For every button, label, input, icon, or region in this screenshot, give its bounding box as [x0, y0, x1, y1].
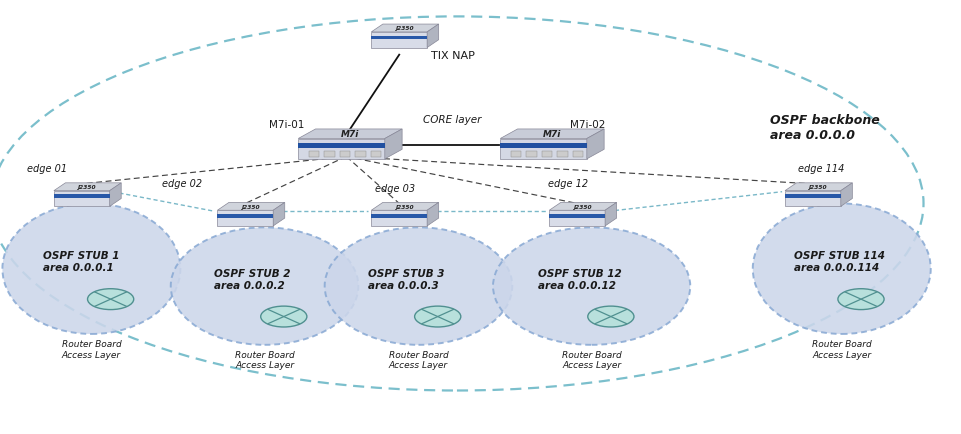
Polygon shape	[54, 191, 110, 207]
Polygon shape	[54, 195, 110, 198]
Polygon shape	[549, 214, 604, 218]
Text: Router Board
Access Layer: Router Board Access Layer	[811, 339, 871, 359]
Polygon shape	[586, 130, 604, 159]
Polygon shape	[371, 211, 427, 227]
Polygon shape	[549, 211, 604, 227]
Polygon shape	[273, 203, 284, 227]
Text: OSPF STUB 2
area 0.0.0.2: OSPF STUB 2 area 0.0.0.2	[213, 269, 290, 290]
Text: Router Board
Access Layer: Router Board Access Layer	[234, 350, 294, 369]
Bar	[339, 151, 350, 158]
Bar	[355, 151, 365, 158]
Polygon shape	[784, 195, 840, 198]
Circle shape	[87, 289, 134, 310]
Text: Router Board
Access Layer: Router Board Access Layer	[388, 350, 448, 369]
Polygon shape	[298, 130, 402, 139]
Text: J2350: J2350	[241, 204, 260, 209]
Polygon shape	[604, 203, 616, 227]
Polygon shape	[384, 130, 402, 159]
Text: edge 114: edge 114	[798, 164, 844, 174]
Polygon shape	[298, 139, 384, 159]
Polygon shape	[298, 144, 384, 149]
Text: edge 03: edge 03	[375, 183, 415, 193]
Text: J2350: J2350	[395, 204, 414, 209]
Circle shape	[587, 306, 633, 327]
Text: OSPF STUB 114
area 0.0.0.114: OSPF STUB 114 area 0.0.0.114	[793, 250, 884, 272]
Text: CORE layer: CORE layer	[423, 115, 480, 125]
Polygon shape	[371, 203, 438, 211]
Text: edge 02: edge 02	[161, 179, 202, 189]
Text: OSPF backbone
area 0.0.0.0: OSPF backbone area 0.0.0.0	[769, 114, 878, 142]
Text: edge 12: edge 12	[548, 179, 588, 189]
Polygon shape	[371, 33, 427, 49]
Polygon shape	[500, 139, 586, 159]
Bar	[371, 151, 381, 158]
Ellipse shape	[324, 228, 511, 345]
Polygon shape	[549, 203, 616, 211]
Text: Router Board
Access Layer: Router Board Access Layer	[561, 350, 621, 369]
Text: M7i: M7i	[340, 130, 359, 139]
Text: TIX NAP: TIX NAP	[431, 51, 475, 61]
Polygon shape	[217, 214, 273, 218]
Polygon shape	[217, 211, 273, 227]
Ellipse shape	[752, 204, 929, 334]
Text: OSPF STUB 1
area 0.0.0.1: OSPF STUB 1 area 0.0.0.1	[43, 250, 120, 272]
Text: OSPF STUB 12
area 0.0.0.12: OSPF STUB 12 area 0.0.0.12	[538, 269, 622, 290]
Ellipse shape	[171, 228, 358, 345]
Text: M7i-02: M7i-02	[570, 119, 605, 129]
Bar	[526, 151, 536, 158]
Text: J2350: J2350	[78, 185, 97, 190]
Bar	[308, 151, 319, 158]
Text: Router Board
Access Layer: Router Board Access Layer	[62, 339, 121, 359]
Polygon shape	[371, 25, 438, 33]
Polygon shape	[500, 130, 604, 139]
Polygon shape	[427, 203, 438, 227]
Ellipse shape	[3, 204, 180, 334]
Polygon shape	[371, 36, 427, 40]
Text: J2350: J2350	[573, 204, 592, 209]
Polygon shape	[371, 214, 427, 218]
Ellipse shape	[492, 228, 689, 345]
Polygon shape	[784, 184, 851, 191]
Text: edge 01: edge 01	[27, 164, 67, 174]
Polygon shape	[427, 25, 438, 49]
Bar	[541, 151, 552, 158]
Bar	[573, 151, 582, 158]
Text: OSPF STUB 3
area 0.0.0.3: OSPF STUB 3 area 0.0.0.3	[367, 269, 444, 290]
Text: J2350: J2350	[395, 26, 414, 31]
Circle shape	[414, 306, 460, 327]
Text: M7i: M7i	[542, 130, 561, 139]
Text: M7i-01: M7i-01	[269, 119, 305, 129]
Polygon shape	[500, 144, 586, 149]
Circle shape	[260, 306, 307, 327]
Polygon shape	[54, 184, 121, 191]
Polygon shape	[840, 184, 851, 207]
Polygon shape	[217, 203, 284, 211]
Polygon shape	[784, 191, 840, 207]
Polygon shape	[110, 184, 121, 207]
Bar	[556, 151, 567, 158]
Circle shape	[837, 289, 883, 310]
Bar	[324, 151, 334, 158]
Text: J2350: J2350	[808, 185, 827, 190]
Bar	[510, 151, 521, 158]
